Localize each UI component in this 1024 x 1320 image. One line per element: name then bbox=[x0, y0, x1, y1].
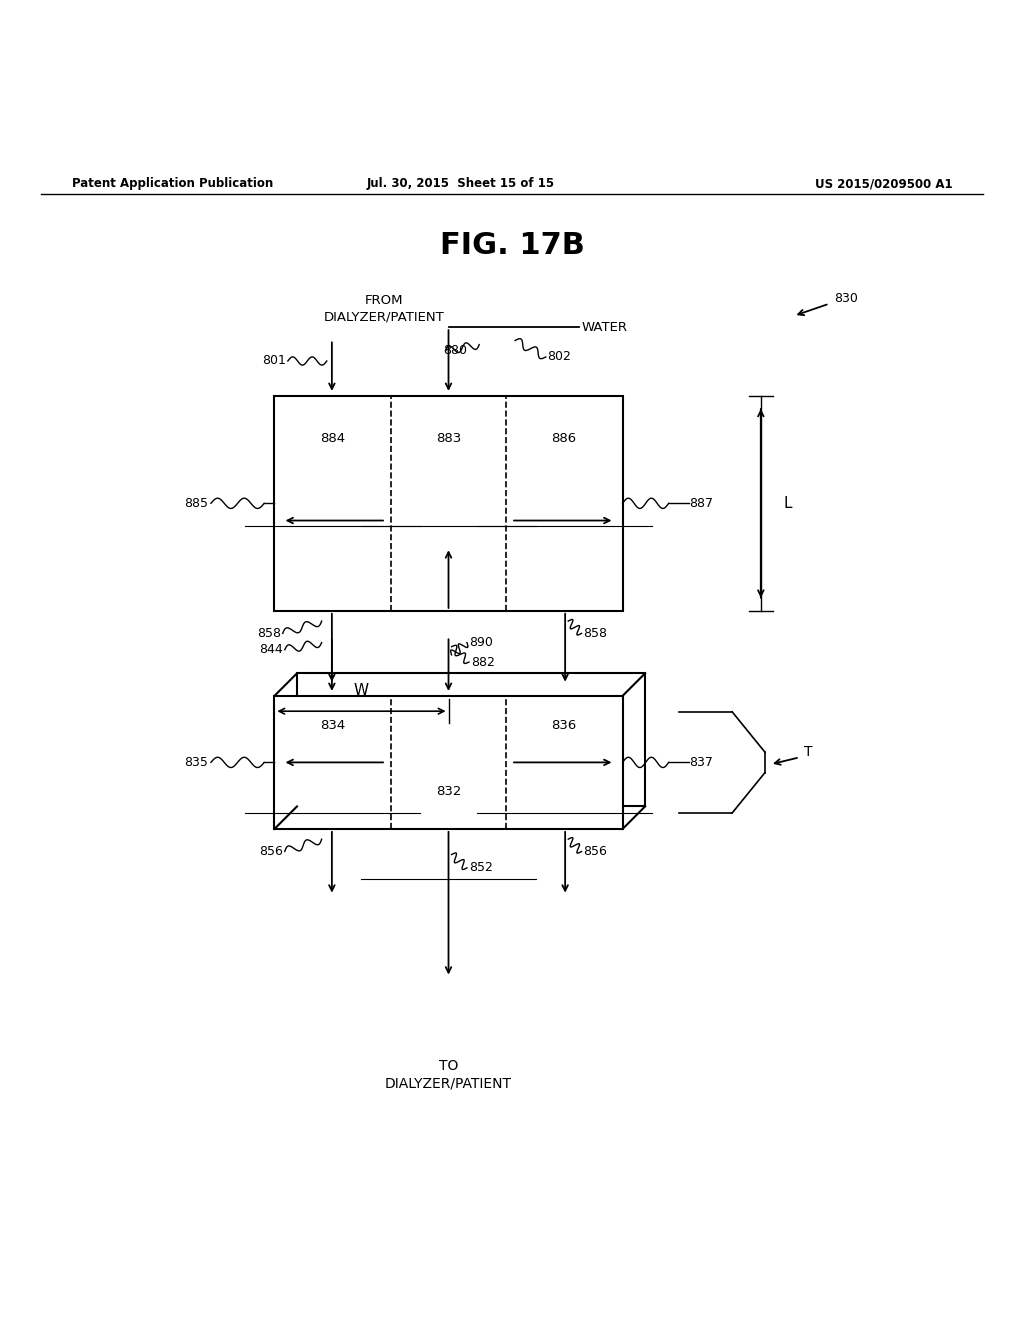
Text: 837: 837 bbox=[689, 756, 713, 768]
Text: Jul. 30, 2015  Sheet 15 of 15: Jul. 30, 2015 Sheet 15 of 15 bbox=[367, 177, 555, 190]
Text: 884: 884 bbox=[321, 433, 345, 445]
Text: Patent Application Publication: Patent Application Publication bbox=[72, 177, 273, 190]
Text: 858: 858 bbox=[257, 627, 281, 640]
Text: 856: 856 bbox=[584, 845, 607, 858]
Bar bbox=[274, 696, 623, 829]
Text: FIG. 17B: FIG. 17B bbox=[439, 231, 585, 260]
Text: 887: 887 bbox=[689, 496, 713, 510]
Bar bbox=[274, 396, 623, 611]
Text: 830: 830 bbox=[835, 292, 858, 305]
Text: W: W bbox=[354, 684, 369, 698]
Text: 832: 832 bbox=[436, 785, 461, 799]
Bar bbox=[297, 673, 645, 807]
Text: 883: 883 bbox=[436, 433, 461, 445]
Text: 886: 886 bbox=[552, 433, 577, 445]
Text: 834: 834 bbox=[321, 718, 345, 731]
Text: 885: 885 bbox=[184, 496, 208, 510]
Text: 835: 835 bbox=[184, 756, 208, 768]
Text: US 2015/0209500 A1: US 2015/0209500 A1 bbox=[815, 177, 952, 190]
Text: 882: 882 bbox=[471, 656, 495, 668]
Text: 880: 880 bbox=[443, 345, 467, 358]
Text: 890: 890 bbox=[469, 636, 493, 649]
Text: T: T bbox=[804, 746, 812, 759]
Text: WATER: WATER bbox=[582, 321, 628, 334]
Text: 844: 844 bbox=[259, 643, 283, 656]
Text: 858: 858 bbox=[584, 627, 607, 640]
Text: 856: 856 bbox=[259, 845, 283, 858]
Text: FROM
DIALYZER/PATIENT: FROM DIALYZER/PATIENT bbox=[324, 294, 444, 323]
Text: 852: 852 bbox=[469, 862, 493, 874]
Text: 836: 836 bbox=[552, 718, 577, 731]
Text: L: L bbox=[783, 496, 792, 511]
Text: 801: 801 bbox=[262, 355, 286, 367]
Text: 802: 802 bbox=[547, 350, 570, 363]
Text: TO
DIALYZER/PATIENT: TO DIALYZER/PATIENT bbox=[385, 1059, 512, 1090]
